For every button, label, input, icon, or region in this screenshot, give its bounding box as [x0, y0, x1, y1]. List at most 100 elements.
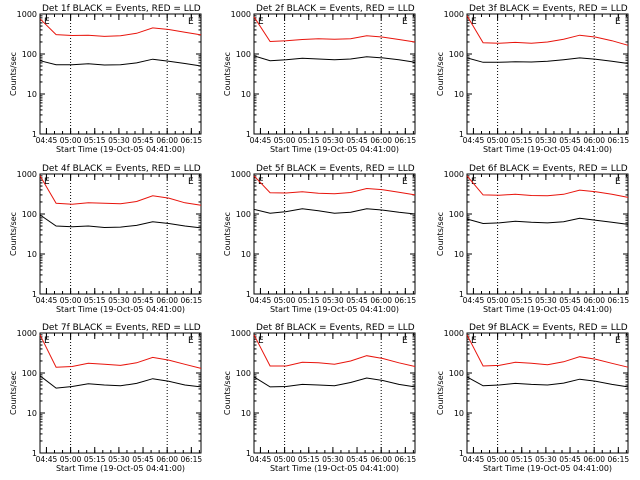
x-tick-label: 05:00 — [274, 455, 296, 464]
panel-title: Det 3f BLACK = Events, RED = LLD — [469, 4, 628, 14]
x-tick-label: 05:45 — [559, 455, 581, 464]
x-tick-label: 05:30 — [322, 296, 344, 305]
lld-series-line — [253, 175, 416, 196]
y-axis-label: Counts/sec — [9, 212, 18, 256]
x-tick-label: 04:45 — [36, 296, 58, 305]
y-tick-label: 1 — [246, 130, 251, 139]
y-tick-label: 1000 — [444, 10, 464, 19]
x-tick-label: 05:30 — [535, 296, 557, 305]
events-series-line — [39, 375, 202, 389]
x-tick-label: 05:45 — [132, 136, 154, 145]
x-tick-label: 05:00 — [487, 296, 509, 305]
y-tick-label: 10 — [241, 90, 251, 99]
panel-title: Det 7f BLACK = Events, RED = LLD — [42, 323, 201, 333]
x-tick-label: 05:30 — [108, 136, 130, 145]
x-tick-label: 05:30 — [108, 296, 130, 305]
panel-title: Det 9f BLACK = Events, RED = LLD — [469, 323, 628, 333]
x-tick-label: 05:15 — [298, 136, 320, 145]
events-series-line — [466, 217, 629, 225]
e-marker: E — [471, 177, 477, 187]
x-tick-label: 06:15 — [181, 296, 203, 305]
x-tick-label: 05:00 — [487, 455, 509, 464]
events-series-line — [466, 376, 629, 388]
panel-title: Det 6f BLACK = Events, RED = LLD — [469, 164, 628, 174]
x-tick-label: 05:00 — [274, 136, 296, 145]
e-marker: E — [402, 177, 408, 187]
x-axis-label: Start Time (19-Oct-05 04:41:00) — [483, 305, 612, 314]
y-tick-label: 1000 — [231, 170, 251, 179]
y-tick-label: 100 — [236, 50, 251, 59]
panel-title: Det 5f BLACK = Events, RED = LLD — [256, 164, 415, 174]
x-tick-label: 05:15 — [298, 296, 320, 305]
y-tick-label: 10 — [27, 250, 37, 259]
lld-series-line — [253, 16, 416, 43]
y-axis-label: Counts/sec — [9, 52, 18, 96]
y-tick-label: 1 — [32, 449, 37, 458]
x-tick-label: 05:45 — [132, 296, 154, 305]
lld-series-line — [39, 175, 202, 206]
x-axis-label: Start Time (19-Oct-05 04:41:00) — [483, 464, 612, 473]
y-tick-label: 1000 — [231, 329, 251, 338]
x-tick-label: 06:00 — [370, 136, 392, 145]
x-tick-label: 05:30 — [322, 136, 344, 145]
e-marker: E — [471, 17, 477, 27]
x-tick-label: 06:15 — [608, 136, 630, 145]
y-tick-label: 1 — [246, 290, 251, 299]
e-marker: E — [402, 336, 408, 346]
y-axis-label: Counts/sec — [436, 212, 445, 256]
e-marker: E — [615, 17, 621, 27]
y-tick-label: 100 — [236, 369, 251, 378]
detector-panel-8: Det 8f BLACK = Events, RED = LLD 1 10 100 10… — [223, 323, 416, 473]
x-tick-label: 05:15 — [84, 296, 106, 305]
x-tick-label: 06:15 — [181, 455, 203, 464]
events-series-line — [253, 376, 416, 388]
y-axis-label: Counts/sec — [436, 371, 445, 415]
e-marker: E — [188, 177, 194, 187]
plot-frame — [39, 332, 202, 454]
x-axis-label: Start Time (19-Oct-05 04:41:00) — [56, 145, 185, 154]
lld-series-line — [466, 175, 629, 198]
e-marker: E — [44, 17, 50, 27]
y-tick-label: 1000 — [17, 329, 37, 338]
y-tick-label: 100 — [22, 369, 37, 378]
lld-series-line — [466, 15, 629, 46]
x-tick-label: 06:00 — [156, 296, 178, 305]
detector-panel-4: Det 4f BLACK = Events, RED = LLD 1 10 100 10… — [9, 164, 202, 314]
x-tick-label: 06:15 — [181, 136, 203, 145]
detector-panel-7: Det 7f BLACK = Events, RED = LLD 1 10 100 10… — [9, 323, 202, 473]
y-tick-label: 10 — [241, 409, 251, 418]
e-marker: E — [258, 177, 264, 187]
x-tick-label: 06:00 — [583, 296, 605, 305]
e-marker: E — [258, 336, 264, 346]
x-tick-label: 06:15 — [395, 455, 417, 464]
x-axis-label: Start Time (19-Oct-05 04:41:00) — [56, 464, 185, 473]
x-tick-label: 06:00 — [370, 455, 392, 464]
x-tick-label: 05:00 — [60, 296, 82, 305]
x-tick-label: 05:30 — [535, 136, 557, 145]
x-tick-label: 05:45 — [346, 296, 368, 305]
e-marker: E — [44, 336, 50, 346]
x-tick-label: 05:30 — [535, 455, 557, 464]
detector-panel-2: Det 2f BLACK = Events, RED = LLD 1 10 100 10… — [223, 4, 416, 154]
plot-frame — [39, 173, 202, 295]
x-tick-label: 06:15 — [395, 136, 417, 145]
x-tick-label: 04:45 — [463, 136, 485, 145]
events-series-line — [39, 214, 202, 229]
events-series-line — [253, 55, 416, 63]
x-tick-label: 04:45 — [463, 455, 485, 464]
y-axis-label: Counts/sec — [223, 52, 232, 96]
x-tick-label: 04:45 — [250, 296, 272, 305]
panel-title: Det 2f BLACK = Events, RED = LLD — [256, 4, 415, 14]
x-tick-label: 05:30 — [108, 455, 130, 464]
y-tick-label: 10 — [454, 409, 464, 418]
e-marker: E — [258, 17, 264, 27]
x-tick-label: 04:45 — [36, 455, 58, 464]
x-tick-label: 05:45 — [346, 455, 368, 464]
y-tick-label: 1000 — [444, 329, 464, 338]
y-tick-label: 1000 — [231, 10, 251, 19]
x-axis-label: Start Time (19-Oct-05 04:41:00) — [483, 145, 612, 154]
y-tick-label: 100 — [449, 369, 464, 378]
x-tick-label: 05:45 — [132, 455, 154, 464]
y-tick-label: 100 — [22, 210, 37, 219]
panel-title: Det 4f BLACK = Events, RED = LLD — [42, 164, 201, 174]
